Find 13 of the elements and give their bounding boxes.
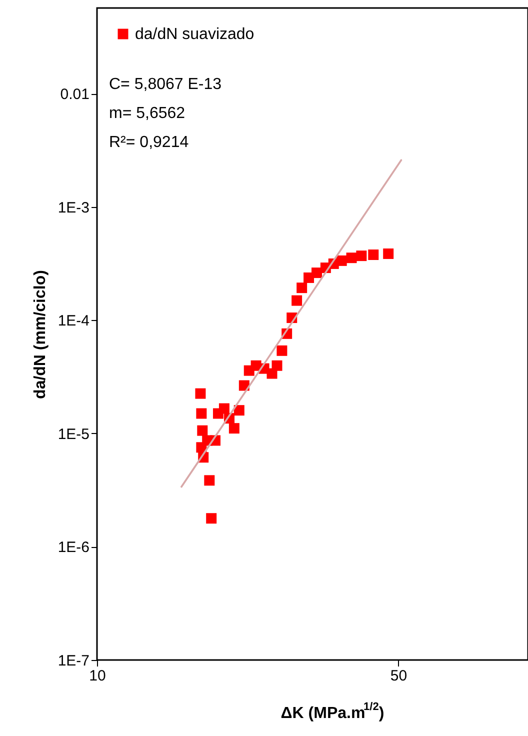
y-tick-label: 0.01 (60, 86, 90, 104)
y-axis-title: da/dN (mm/ciclo) (32, 270, 49, 399)
x-tick-label: 50 (390, 668, 408, 684)
y-tick-label: 1E-7 (58, 652, 90, 670)
y-tick-label: 1E-6 (58, 539, 90, 556)
x-tick-label: 10 (89, 668, 106, 684)
annotation: m= 5,6562 (109, 105, 186, 122)
y-tick-label: 1E-5 (58, 426, 90, 443)
y-tick-label: 1E-4 (58, 312, 90, 330)
y-tick-label: 1E-3 (58, 199, 90, 216)
annotation: R²= 0,9214 (109, 134, 189, 151)
legend-label: da/dN suavizado (135, 26, 254, 43)
annotation: C= 5,8067 E-13 (109, 76, 222, 93)
